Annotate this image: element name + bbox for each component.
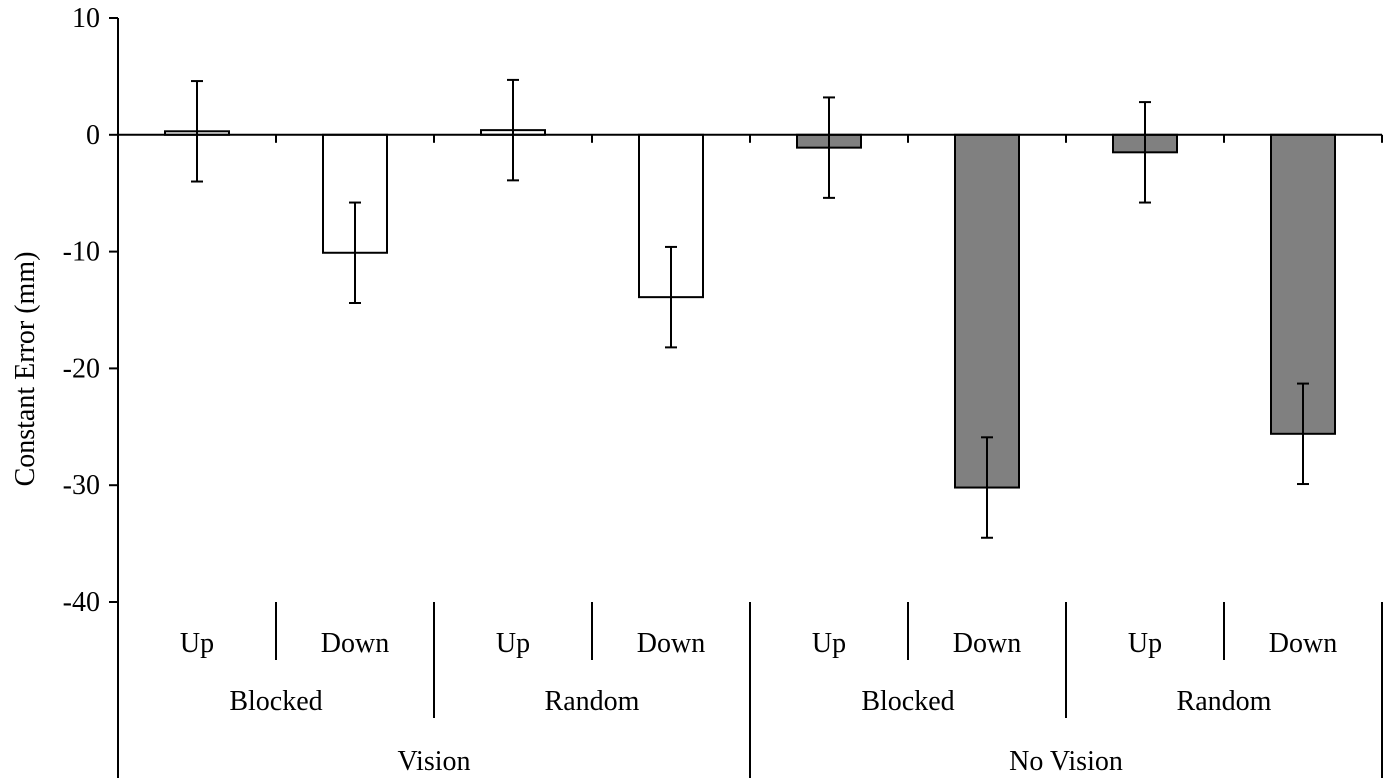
error-bar — [1297, 382, 1309, 486]
y-tick-label: 10 — [72, 3, 100, 34]
direction-label: Up — [180, 628, 214, 659]
schedule-label: Random — [545, 686, 640, 717]
error-bar — [981, 436, 993, 539]
y-axis-title: Constant Error (mm) — [10, 252, 41, 487]
direction-label: Down — [953, 628, 1021, 659]
y-tick-label: 0 — [86, 120, 100, 151]
schedule-label: Blocked — [861, 686, 954, 717]
direction-label: Down — [321, 628, 389, 659]
bars — [164, 129, 1336, 489]
schedule-label: Random — [1177, 686, 1272, 717]
schedule-label: Blocked — [229, 686, 322, 717]
bar — [954, 133, 1020, 489]
y-tick-label: -10 — [63, 237, 100, 268]
error-bar — [665, 245, 677, 349]
error-bars — [191, 78, 1309, 539]
y-tick-label: -40 — [63, 587, 100, 618]
vision-label: No Vision — [1009, 746, 1123, 777]
y-tick-label: -30 — [63, 470, 100, 501]
vision-label: Vision — [398, 746, 471, 777]
y-tick-label: -20 — [63, 353, 100, 384]
y-axis: 10 0 -10 -20 -30 -40 — [63, 3, 119, 778]
direction-label: Up — [812, 628, 846, 659]
x-axis — [118, 133, 1383, 143]
error-bar — [507, 78, 519, 182]
category-labels: Up Down Up Down Up Down Up Down Blocked Random Blo… — [180, 602, 1383, 778]
error-bar — [823, 96, 835, 199]
direction-label: Down — [1269, 628, 1337, 659]
direction-label: Up — [1128, 628, 1162, 659]
error-bar — [191, 80, 203, 183]
direction-label: Up — [496, 628, 530, 659]
error-bar — [1139, 101, 1151, 204]
direction-label: Down — [637, 628, 705, 659]
error-bar — [349, 201, 361, 304]
